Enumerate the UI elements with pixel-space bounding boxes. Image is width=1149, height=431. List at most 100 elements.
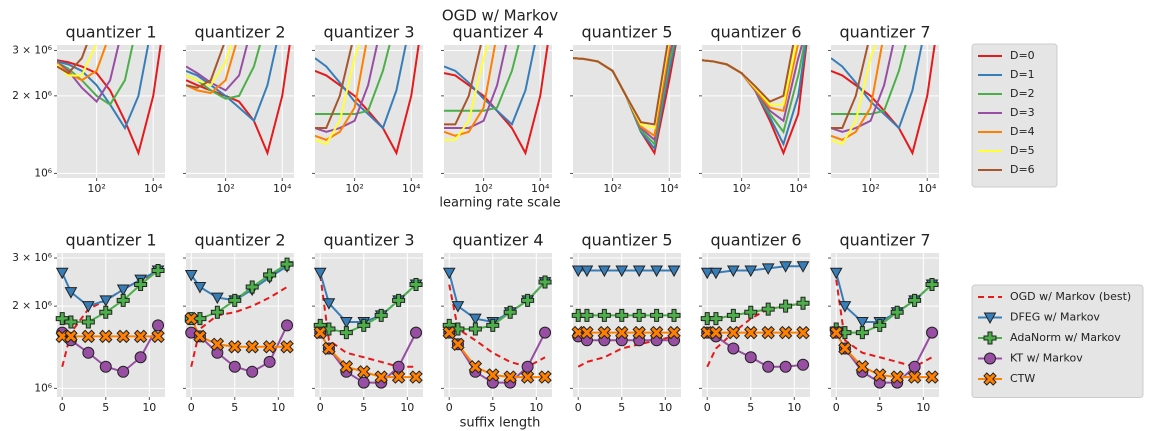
marker bbox=[117, 365, 130, 378]
marker bbox=[262, 340, 277, 354]
panel-title: quantizer 3 bbox=[323, 23, 414, 42]
marker bbox=[762, 360, 775, 373]
series-line bbox=[186, 45, 237, 95]
marker bbox=[313, 325, 327, 340]
marker bbox=[246, 365, 259, 378]
panel-title: quantizer 1 bbox=[65, 23, 156, 42]
panel-title: quantizer 2 bbox=[194, 231, 285, 250]
x-tick-label: 10⁴ bbox=[789, 182, 808, 195]
marker bbox=[410, 326, 423, 339]
marker bbox=[538, 370, 552, 384]
marker bbox=[538, 275, 552, 289]
plot-area bbox=[702, 253, 810, 397]
marker bbox=[571, 265, 585, 278]
legend-label: OGD w/ Markov (best) bbox=[1010, 290, 1131, 303]
legend-label: D=1 bbox=[1010, 68, 1035, 81]
marker bbox=[210, 337, 225, 352]
marker bbox=[615, 265, 629, 278]
marker bbox=[280, 340, 294, 354]
legend-label: CTW bbox=[1010, 372, 1035, 385]
marker bbox=[116, 329, 130, 344]
marker bbox=[983, 372, 997, 386]
x-tick-label: 10 bbox=[142, 401, 156, 414]
marker bbox=[615, 325, 629, 340]
series-line bbox=[57, 45, 97, 77]
panel-title: quantizer 5 bbox=[581, 23, 672, 42]
marker bbox=[468, 322, 482, 336]
legend-label: D=2 bbox=[1010, 87, 1035, 100]
marker bbox=[632, 265, 646, 278]
panel: quantizer 3 10² 10⁴ bbox=[312, 23, 423, 195]
marker bbox=[151, 329, 165, 344]
x-tick-label: 10² bbox=[732, 182, 750, 195]
marker bbox=[133, 329, 148, 344]
legend-label: D=3 bbox=[1010, 106, 1035, 119]
panel: quantizer 3 0 5 10 bbox=[312, 231, 423, 414]
series-line bbox=[702, 45, 795, 103]
marker bbox=[797, 358, 810, 371]
marker bbox=[357, 365, 371, 379]
marker bbox=[926, 326, 939, 339]
marker bbox=[228, 340, 242, 354]
x-tick-label: 10 bbox=[658, 401, 672, 414]
marker bbox=[709, 267, 723, 280]
marker bbox=[829, 325, 843, 340]
panel: quantizer 4 10² 10⁴ bbox=[441, 23, 552, 195]
x-tick-label: 10⁴ bbox=[273, 182, 292, 195]
marker bbox=[744, 305, 758, 319]
x-tick-label: 0 bbox=[188, 401, 195, 414]
x-tick-label: 0 bbox=[317, 401, 324, 414]
marker bbox=[193, 329, 207, 344]
panel: quantizer 4 0 5 10 bbox=[441, 231, 552, 414]
panel: quantizer 7 0 5 10 bbox=[828, 231, 939, 414]
series-lines bbox=[444, 45, 549, 156]
marker bbox=[357, 318, 371, 332]
x-tick-label: 10⁴ bbox=[144, 182, 163, 195]
marker bbox=[615, 308, 629, 322]
marker bbox=[925, 370, 939, 384]
y-tick-label: 2 × 10⁶ bbox=[12, 300, 52, 312]
marker bbox=[468, 360, 483, 374]
marker bbox=[391, 370, 406, 384]
marker bbox=[392, 360, 405, 373]
marker bbox=[873, 368, 887, 382]
marker bbox=[521, 293, 535, 307]
marker bbox=[116, 284, 130, 297]
y-tick-label: 10⁶ bbox=[34, 167, 52, 179]
marker bbox=[983, 312, 997, 325]
marker bbox=[597, 308, 611, 322]
marker bbox=[650, 265, 663, 278]
series-line bbox=[831, 45, 907, 116]
series-line bbox=[444, 45, 482, 126]
marker bbox=[726, 308, 740, 322]
x-tick-label: 10⁴ bbox=[531, 182, 550, 195]
panel-title: quantizer 5 bbox=[581, 231, 672, 250]
marker bbox=[64, 287, 78, 299]
marker bbox=[873, 318, 887, 332]
marker bbox=[855, 360, 870, 374]
series-line bbox=[444, 45, 508, 130]
marker bbox=[667, 265, 681, 278]
series-line bbox=[444, 45, 490, 141]
x-tick-label: 0 bbox=[704, 401, 711, 414]
series-markers bbox=[442, 267, 552, 389]
marker bbox=[280, 257, 294, 271]
panel-title: quantizer 3 bbox=[323, 231, 414, 250]
marker bbox=[838, 341, 852, 356]
marker bbox=[580, 265, 594, 278]
marker bbox=[779, 360, 792, 373]
series-line bbox=[57, 45, 134, 106]
x-tick-label: 10² bbox=[345, 182, 363, 195]
x-tick-label: 10 bbox=[271, 401, 285, 414]
series-lines bbox=[186, 45, 291, 157]
series-line bbox=[831, 45, 895, 133]
marker bbox=[469, 313, 482, 326]
panel-title: quantizer 7 bbox=[839, 231, 930, 250]
legend-label: D=0 bbox=[1010, 49, 1035, 62]
marker bbox=[761, 302, 775, 316]
series-line bbox=[315, 45, 379, 133]
marker bbox=[451, 301, 465, 313]
panel: quantizer 7 10² 10⁴ bbox=[828, 23, 939, 195]
marker bbox=[744, 325, 758, 340]
x-tick-label: 0 bbox=[575, 401, 582, 414]
